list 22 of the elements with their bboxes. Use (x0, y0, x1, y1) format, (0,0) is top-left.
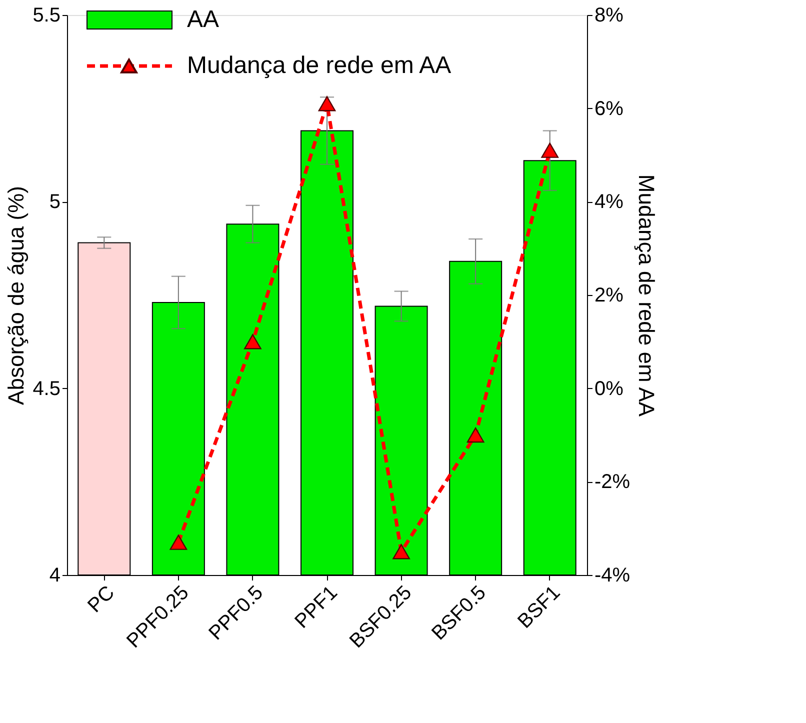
y2-tick-label: 4% (594, 191, 624, 214)
y-tick-label: 4.5 (32, 378, 60, 400)
y-axis-title: Absorção de água (%) (4, 186, 29, 405)
y2-tick-label: 0% (594, 378, 624, 400)
y-tick-label: 4 (49, 564, 60, 586)
y2-tick-label: 6% (594, 98, 624, 120)
legend-label: Mudança de rede em AA (187, 52, 452, 79)
y2-tick-label: -4% (594, 564, 630, 586)
point (466, 427, 484, 443)
y-tick-label: 5 (49, 191, 60, 214)
point (392, 544, 410, 560)
point (541, 142, 559, 158)
y2-tick-label: 2% (594, 284, 624, 306)
y2-tick-label: -2% (594, 471, 630, 494)
point (318, 96, 336, 112)
point (244, 334, 262, 350)
legend-label: AA (187, 6, 220, 33)
y2-axis-title: Mudança de rede em AA (634, 174, 660, 417)
x-tick-label: PC (84, 582, 119, 618)
y2-tick-label: 8% (594, 4, 624, 26)
point (170, 534, 188, 550)
y-tick-label: 5.5 (32, 4, 60, 26)
